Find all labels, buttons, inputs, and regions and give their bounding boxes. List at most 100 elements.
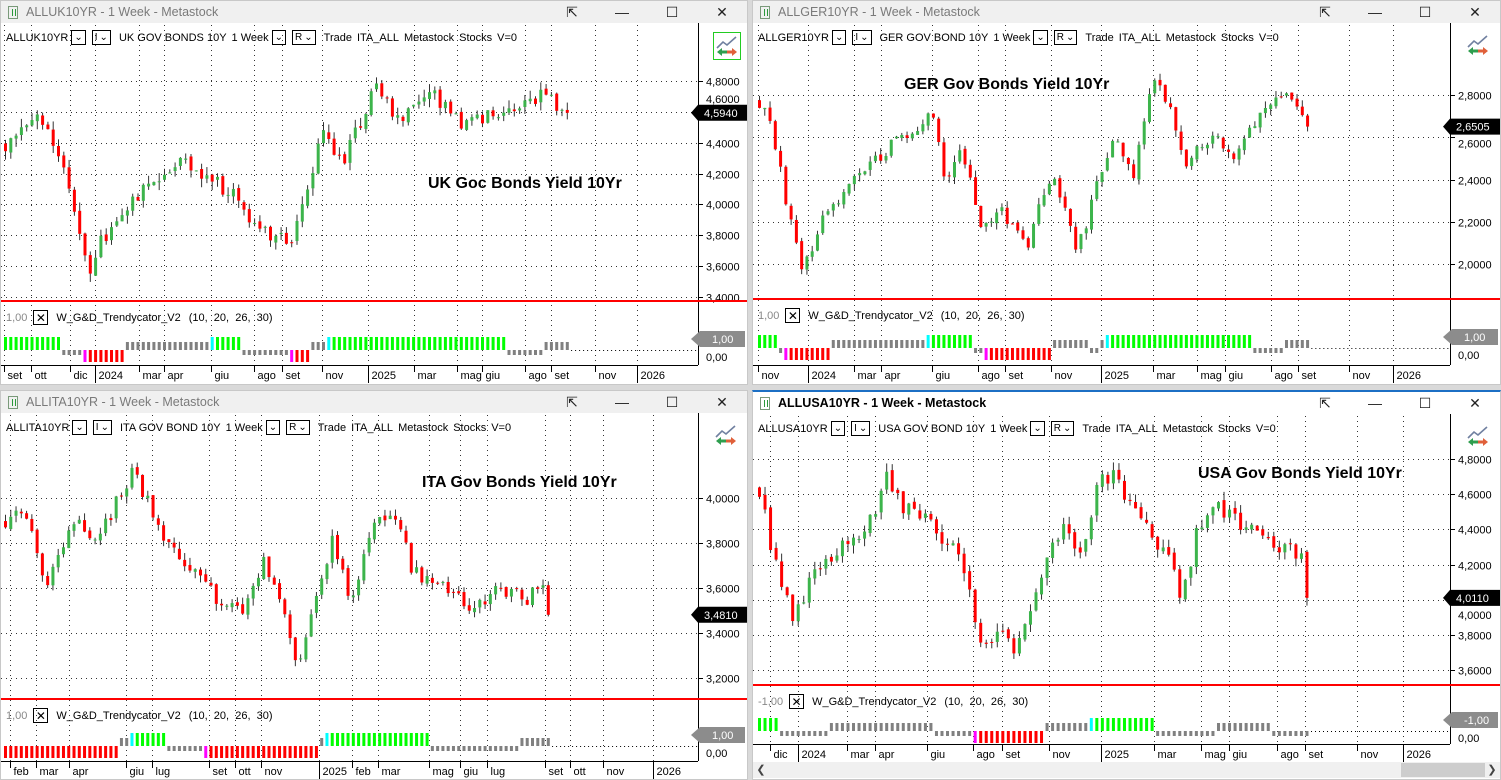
window-titlebar[interactable]: ALLGER10YR - 1 Week - Metastock ⇱ — ☐ ✕ (753, 1, 1500, 23)
indicator-bar-g (1211, 335, 1215, 348)
candle-up (433, 90, 437, 94)
close-button[interactable]: ✕ (1469, 394, 1481, 411)
price-chart[interactable]: dic 2024 mar apr giu ago set nov 2025 mar mag giu ag… (753, 414, 1501, 780)
horizontal-scrollbar[interactable]: ❮ ❯ (753, 762, 1500, 778)
symbol-dropdown[interactable]: ⌄ (831, 30, 847, 45)
chart-window-allger10yr[interactable]: ALLGER10YR - 1 Week - Metastock ⇱ — ☐ ✕ nov 20… (752, 0, 1501, 385)
close-button[interactable]: ✕ (716, 393, 728, 410)
maximize-button[interactable]: ☐ (1418, 3, 1432, 20)
price-chart[interactable]: feb mar apr giu lug set ott nov 2025 feb mar mag giu… (1, 413, 748, 780)
candle-down (200, 169, 204, 179)
maximize-button[interactable]: ☐ (665, 393, 679, 410)
price-chart[interactable]: nov 2024 mar apr giu ago set nov 2025 mar mag giu ag… (753, 23, 1501, 385)
maximize-button[interactable]: ☐ (665, 3, 679, 20)
close-indicator-icon[interactable]: ✕ (789, 694, 805, 709)
price-chart[interactable]: set ott dic 2024 mar apr giu ago set nov 2025 mar ma… (1, 23, 748, 385)
window-titlebar[interactable]: ALLITA10YR - 1 Week - Metastock ⇱ — ☐ ✕ (1, 391, 747, 413)
x-axis-label: set (1009, 370, 1024, 382)
minimize-button[interactable]: — (615, 4, 629, 20)
popout-button[interactable]: ⇱ (566, 393, 578, 410)
window-titlebar[interactable]: ALLUSA10YR - 1 Week - Metastock ⇱ — ☐ ✕ (753, 392, 1500, 414)
trade-icon[interactable] (1465, 423, 1493, 451)
trade-icon[interactable] (1465, 32, 1493, 60)
candle-down (51, 129, 55, 146)
chart-window-allusa10yr[interactable]: ALLUSA10YR - 1 Week - Metastock ⇱ — ☐ ✕ dic 20… (752, 390, 1501, 780)
chart-window-allita10yr[interactable]: ALLITA10YR - 1 Week - Metastock ⇱ — ☐ ✕ feb ma… (0, 390, 748, 780)
indicator-type-dropdown[interactable]: I ⌄ (851, 421, 871, 436)
popout-button[interactable]: ⇱ (1319, 394, 1331, 411)
candle-up (1062, 524, 1066, 540)
candle-up (496, 117, 500, 119)
indicator-bar-r (25, 746, 29, 758)
chevron-down-icon: ⌄ (858, 423, 868, 434)
close-button[interactable]: ✕ (716, 3, 728, 20)
indicator-bar-g (156, 733, 160, 746)
close-indicator-icon[interactable]: ✕ (33, 708, 49, 723)
indicator-bar-gh (1261, 723, 1265, 731)
indicator-bar-g (351, 733, 355, 746)
candle-down (979, 622, 983, 643)
scrollbar-thumb[interactable] (1401, 763, 1485, 777)
chart-mode-dropdown[interactable]: R ⌄ (1053, 30, 1078, 45)
indicator-bar-gh (1295, 340, 1299, 348)
indicator-bar-g (1106, 718, 1110, 731)
scroll-right-icon[interactable]: ❯ (1487, 764, 1497, 776)
minimize-button[interactable]: — (1368, 4, 1382, 20)
x-axis-label: nov (599, 370, 617, 382)
indicator-zero-label: 0,00 (706, 352, 727, 364)
candle-down (462, 592, 466, 607)
symbol-dropdown[interactable]: ⌄ (830, 421, 846, 436)
candle-up (1111, 140, 1115, 158)
chart-mode-dropdown-value: R (1053, 423, 1061, 434)
popout-button[interactable]: ⇱ (566, 3, 578, 20)
header-token: ITA_ALL (356, 31, 399, 44)
candle-down (237, 188, 241, 201)
chart-mode-dropdown[interactable]: R ⌄ (286, 420, 310, 435)
close-indicator-icon[interactable]: ✕ (33, 310, 49, 325)
chart-mode-dropdown[interactable]: R ⌄ (1050, 421, 1075, 436)
minimize-button[interactable]: — (1368, 395, 1382, 411)
window-titlebar[interactable]: ALLUK10YR - 1 Week - Metastock ⇱ — ☐ ✕ (1, 1, 747, 23)
candle-down (758, 487, 761, 497)
indicator-bar-g (937, 335, 941, 348)
close-button[interactable]: ✕ (1469, 3, 1481, 20)
indicator-bar-gh (1100, 340, 1104, 348)
candle-down (963, 148, 967, 165)
close-indicator-icon[interactable]: ✕ (785, 308, 801, 323)
candle-up (226, 194, 230, 196)
indicator-bar-g (769, 718, 773, 731)
candle-up (146, 495, 150, 499)
indicator-type-dropdown[interactable]: I ⌄ (92, 420, 112, 435)
minimize-button[interactable]: — (615, 394, 629, 410)
indicator-bar-gl (1274, 348, 1278, 353)
trade-icon[interactable] (713, 422, 741, 450)
indicator-bar-g (19, 337, 23, 350)
indicator-bar-g (1216, 335, 1220, 348)
indicator-bar-gh (205, 342, 209, 350)
indicator-type-dropdown[interactable]: I ⌄ (91, 30, 111, 45)
scroll-left-icon[interactable]: ❮ (756, 764, 766, 776)
indicator-type-dropdown[interactable]: I ⌄ (852, 30, 872, 45)
chart-window-alluk10yr[interactable]: ALLUK10YR - 1 Week - Metastock ⇱ — ☐ ✕ set ott… (0, 0, 748, 385)
trade-icon[interactable] (713, 32, 741, 60)
indicator-bar-g (763, 718, 767, 731)
indicator-bar-gh (555, 342, 559, 350)
period-dropdown[interactable]: ⌄ (271, 30, 287, 45)
indicator-bar-r (214, 746, 218, 758)
chart-mode-dropdown[interactable]: R ⌄ (292, 30, 316, 45)
period-dropdown[interactable]: ⌄ (1030, 421, 1045, 436)
indicator-bar-gh (1244, 723, 1248, 731)
candle-up (225, 605, 229, 607)
symbol-dropdown[interactable]: ⌄ (72, 420, 87, 435)
candle-up (178, 157, 182, 166)
candle-down (343, 154, 347, 164)
period-dropdown[interactable]: ⌄ (265, 420, 281, 435)
indicator-bar-gl (1299, 731, 1303, 736)
candle-up (465, 120, 469, 130)
indicator-bar-gl (1288, 731, 1292, 736)
maximize-button[interactable]: ☐ (1418, 394, 1432, 411)
popout-button[interactable]: ⇱ (1319, 3, 1331, 20)
candle-up (1205, 515, 1209, 528)
period-dropdown[interactable]: ⌄ (1033, 30, 1048, 45)
symbol-dropdown[interactable]: ⌄ (71, 30, 86, 45)
